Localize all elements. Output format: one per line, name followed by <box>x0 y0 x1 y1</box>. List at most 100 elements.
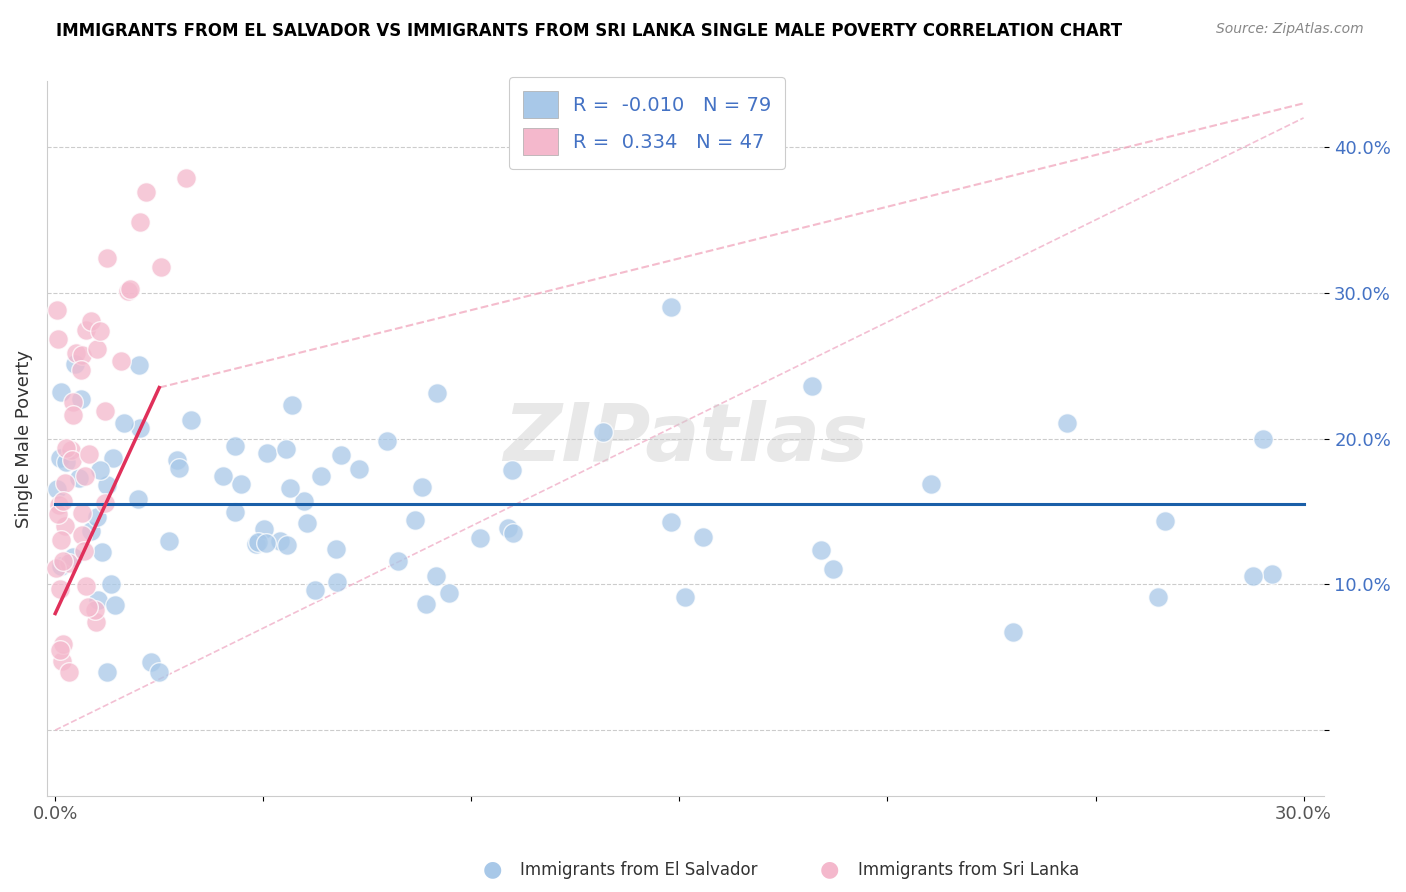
Text: ZIPatlas: ZIPatlas <box>503 400 868 477</box>
Point <box>104 598 127 612</box>
Point <box>415 597 437 611</box>
Point <box>76 599 98 614</box>
Point <box>96 478 118 492</box>
Point <box>387 554 409 568</box>
Point <box>62 550 84 565</box>
Point <box>86 342 108 356</box>
Point <box>245 537 267 551</box>
Point <box>96 251 118 265</box>
Point <box>46 303 69 318</box>
Point <box>1056 416 1078 430</box>
Point <box>129 215 152 229</box>
Point <box>112 416 135 430</box>
Point <box>53 519 76 533</box>
Point <box>148 665 170 679</box>
Point <box>592 425 614 440</box>
Legend: R =  -0.010   N = 79, R =  0.334   N = 47: R = -0.010 N = 79, R = 0.334 N = 47 <box>509 77 786 169</box>
Text: Immigrants from Sri Lanka: Immigrants from Sri Lanka <box>858 861 1078 879</box>
Point <box>157 534 180 549</box>
Point <box>169 461 191 475</box>
Y-axis label: Single Male Poverty: Single Male Poverty <box>15 350 32 527</box>
Point <box>80 314 103 328</box>
Point <box>87 593 110 607</box>
Point <box>51 533 73 547</box>
Point <box>51 654 73 668</box>
Point <box>127 492 149 507</box>
Point <box>93 403 115 417</box>
Point <box>94 496 117 510</box>
Point <box>73 468 96 483</box>
Point <box>110 354 132 368</box>
Point <box>62 395 84 409</box>
Point <box>347 462 370 476</box>
Point <box>70 363 93 377</box>
Point <box>375 434 398 449</box>
Point <box>49 384 72 399</box>
Point <box>174 171 197 186</box>
Point <box>673 590 696 604</box>
Text: Source: ZipAtlas.com: Source: ZipAtlas.com <box>1216 22 1364 37</box>
Point <box>292 494 315 508</box>
Point <box>821 562 844 576</box>
Point <box>135 185 157 199</box>
Point <box>62 408 84 422</box>
Point <box>118 282 141 296</box>
Point <box>60 443 83 458</box>
Point <box>128 358 150 372</box>
Text: IMMIGRANTS FROM EL SALVADOR VS IMMIGRANTS FROM SRI LANKA SINGLE MALE POVERTY COR: IMMIGRANTS FROM EL SALVADOR VS IMMIGRANT… <box>56 22 1122 40</box>
Point <box>212 469 235 483</box>
Point <box>810 542 832 557</box>
Point <box>117 284 139 298</box>
Point <box>65 346 87 360</box>
Point <box>269 534 291 549</box>
Point <box>49 643 72 657</box>
Point <box>1251 432 1274 446</box>
Point <box>73 544 96 558</box>
Point <box>1241 569 1264 583</box>
Point <box>501 462 523 476</box>
Point <box>63 357 86 371</box>
Point <box>276 538 298 552</box>
Point <box>801 379 824 393</box>
Point <box>149 260 172 274</box>
Point <box>60 453 83 467</box>
Point <box>692 530 714 544</box>
Point <box>55 441 77 455</box>
Point <box>659 515 682 529</box>
Point <box>52 494 75 508</box>
Point <box>70 527 93 541</box>
Point <box>1002 624 1025 639</box>
Point <box>69 392 91 406</box>
Point <box>325 541 347 556</box>
Point <box>80 524 103 538</box>
Point <box>89 324 111 338</box>
Point <box>52 554 75 568</box>
Point <box>411 480 433 494</box>
Point <box>295 516 318 531</box>
Point <box>502 526 524 541</box>
Point <box>101 450 124 465</box>
Point <box>89 463 111 477</box>
Point <box>46 507 69 521</box>
Point <box>91 545 114 559</box>
Point <box>100 577 122 591</box>
Point <box>141 655 163 669</box>
Point <box>48 333 70 347</box>
Point <box>46 482 69 496</box>
Point <box>281 398 304 412</box>
Point <box>1153 514 1175 528</box>
Point <box>311 469 333 483</box>
Point <box>278 481 301 495</box>
Point <box>330 448 353 462</box>
Point <box>1260 567 1282 582</box>
Point <box>470 531 492 545</box>
Point <box>1147 591 1170 605</box>
Point <box>75 579 97 593</box>
Point <box>84 615 107 629</box>
Point <box>48 498 70 512</box>
Point <box>247 534 270 549</box>
Point <box>70 348 93 362</box>
Point <box>58 556 80 570</box>
Point <box>254 535 277 549</box>
Point <box>437 586 460 600</box>
